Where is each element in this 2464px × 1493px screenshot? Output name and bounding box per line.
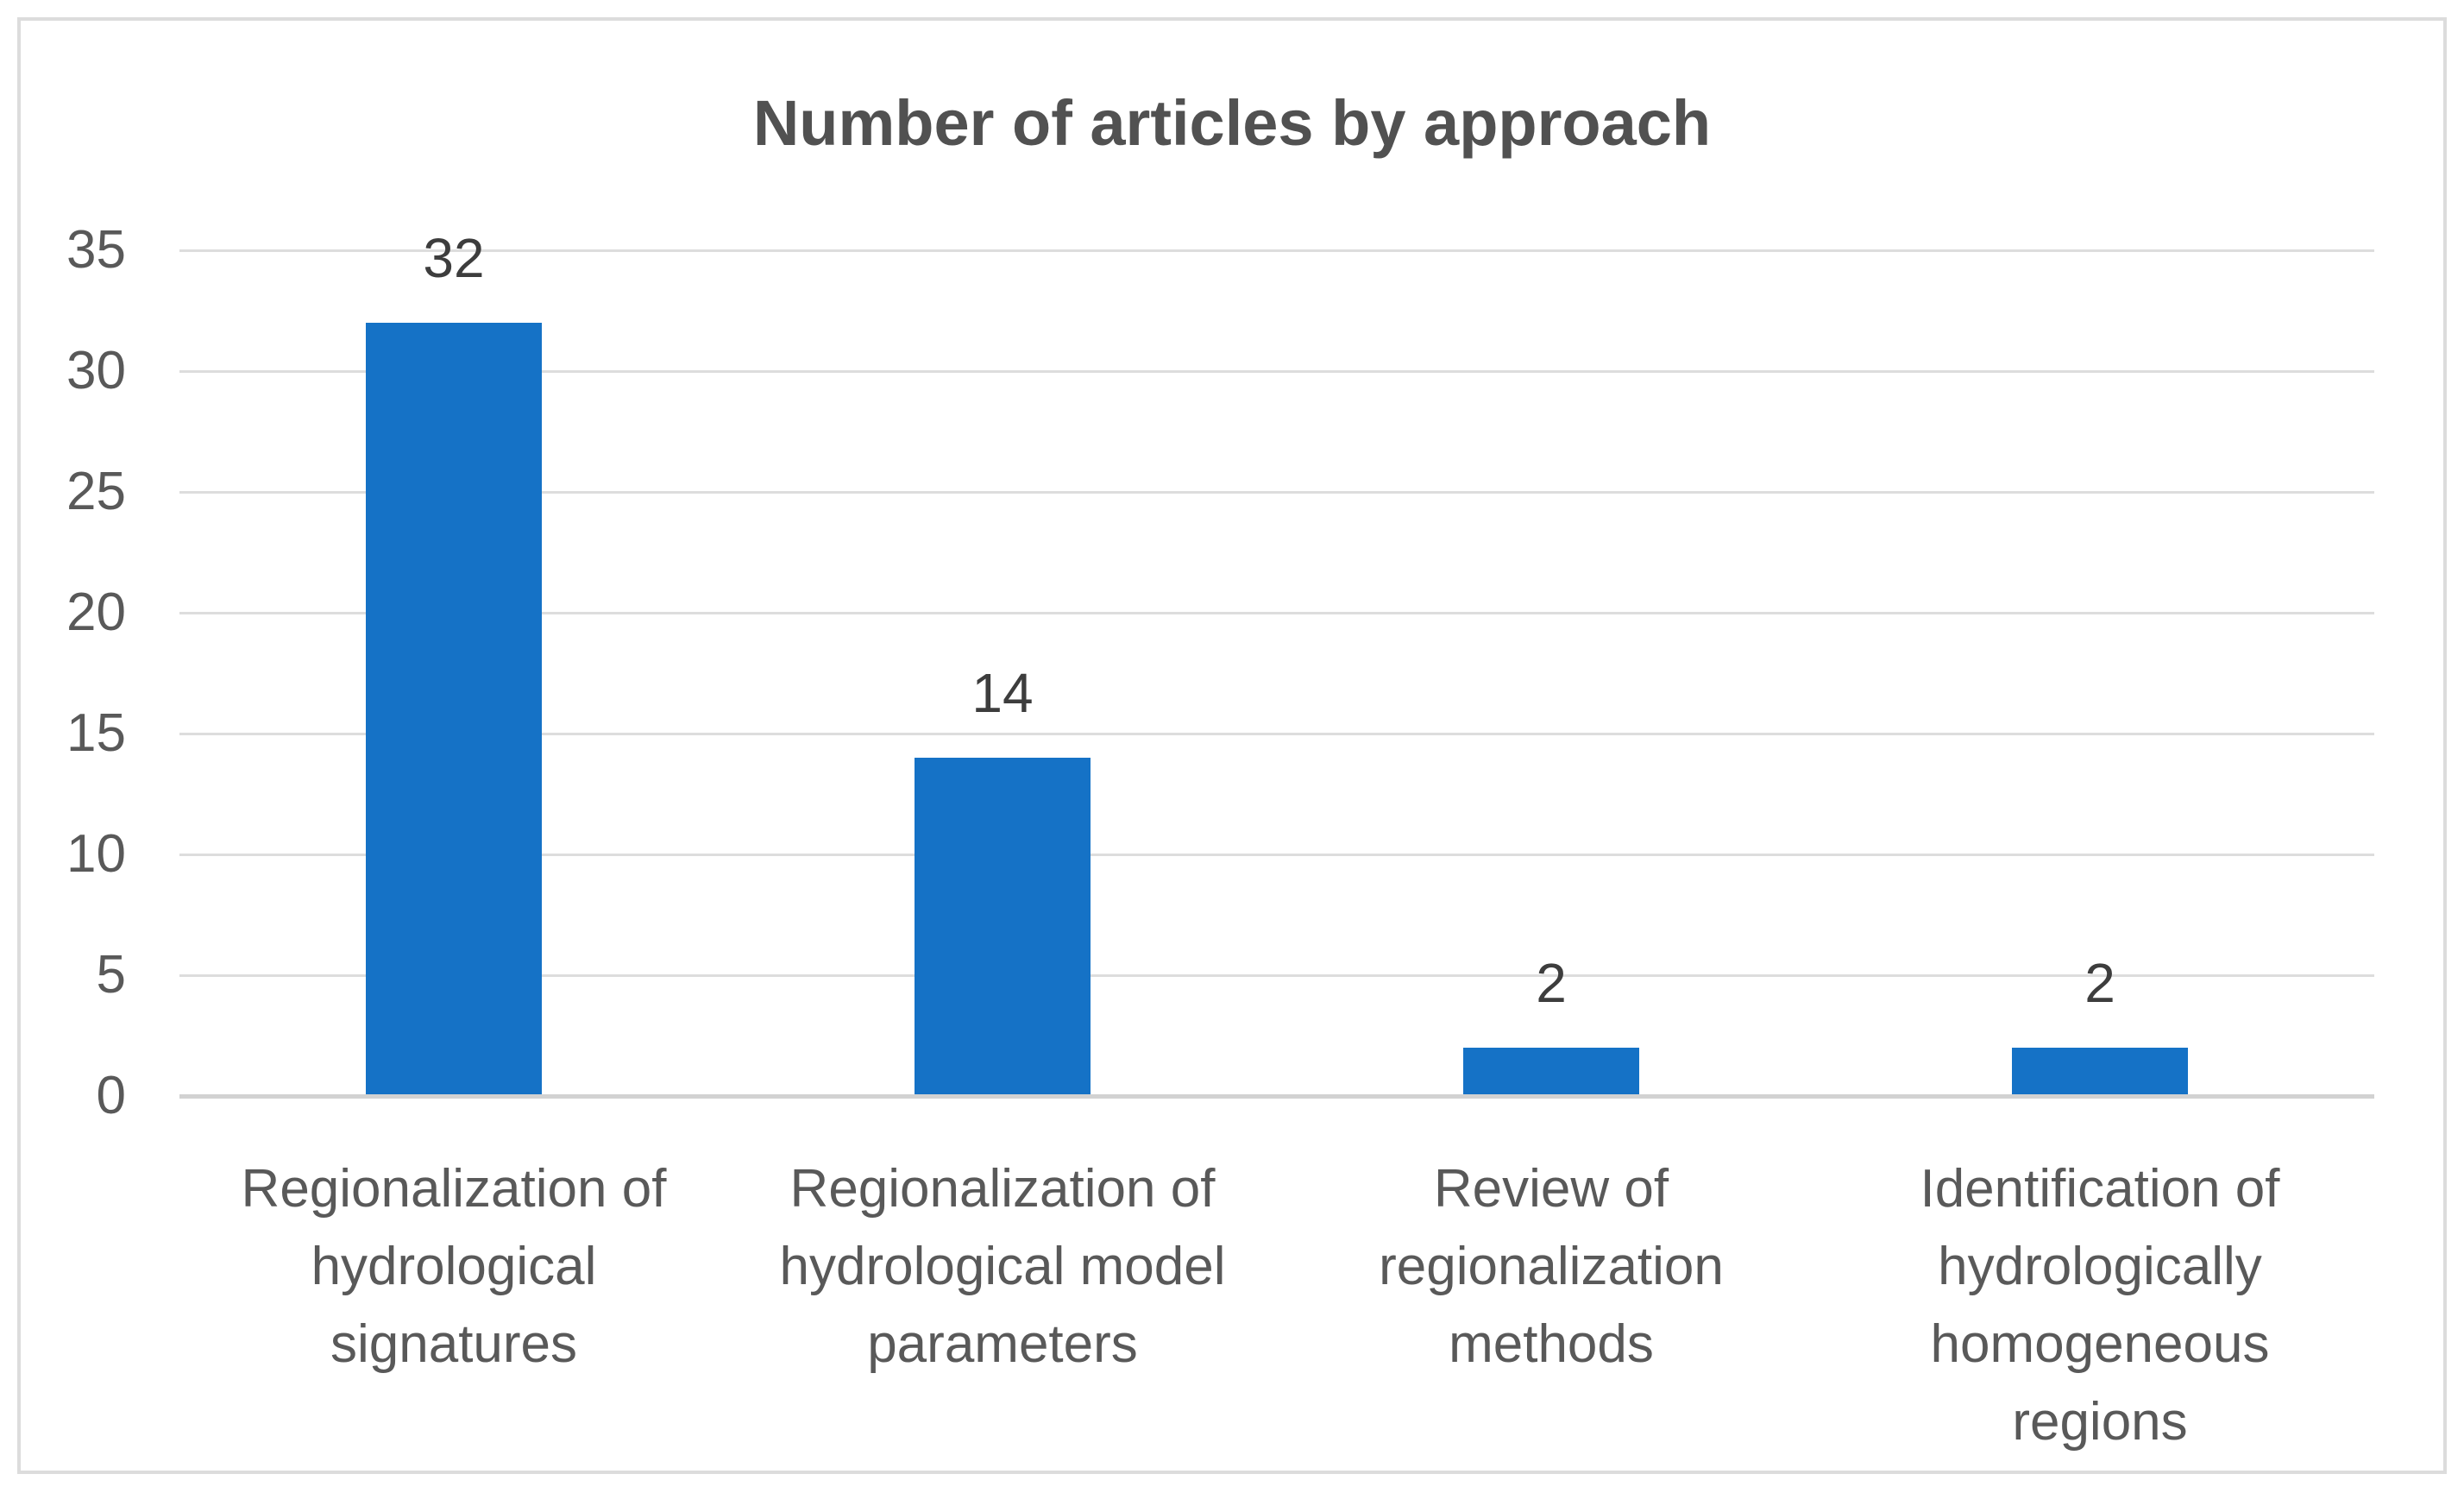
bar <box>366 323 542 1096</box>
y-gridline <box>179 733 2374 735</box>
bar <box>915 758 1091 1096</box>
y-tick-label: 15 <box>66 703 126 763</box>
y-gridline <box>179 974 2374 977</box>
y-gridline <box>179 370 2374 373</box>
bar-value-label: 2 <box>1536 952 1567 1014</box>
bar-value-label: 14 <box>971 662 1034 724</box>
x-axis-baseline <box>179 1094 2374 1099</box>
x-category-label: Review of regionalization methods <box>1379 1159 1724 1374</box>
x-category-label: Regionalization of hydrological signatur… <box>241 1159 667 1374</box>
y-tick-label: 25 <box>66 462 126 521</box>
bar <box>2012 1048 2188 1096</box>
y-tick-label: 35 <box>66 220 126 280</box>
x-category-label: Regionalization of hydrological model pa… <box>779 1159 1226 1374</box>
y-gridline <box>179 612 2374 614</box>
y-gridline <box>179 491 2374 494</box>
y-tick-label: 10 <box>66 824 126 884</box>
y-tick-label: 0 <box>96 1066 126 1125</box>
x-category-label: Identification of hydrologically homogen… <box>1920 1159 2280 1452</box>
y-tick-label: 20 <box>66 583 126 642</box>
y-tick-label: 30 <box>66 341 126 400</box>
y-tick-label: 5 <box>96 945 126 1005</box>
bar <box>1463 1048 1639 1096</box>
y-gridline <box>179 854 2374 856</box>
bar-value-label: 32 <box>423 227 485 289</box>
chart-title: Number of articles by approach <box>752 87 1712 159</box>
y-gridline <box>179 249 2374 252</box>
bar-value-label: 2 <box>2084 952 2115 1014</box>
